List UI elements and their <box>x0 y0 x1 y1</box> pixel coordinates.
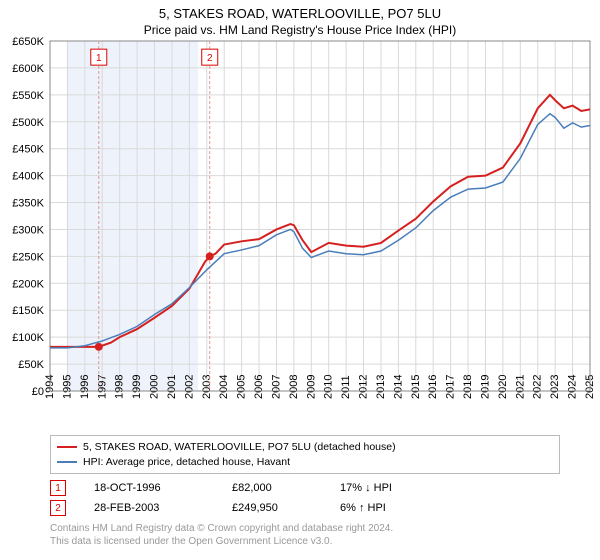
svg-text:2007: 2007 <box>270 375 282 399</box>
legend-item: HPI: Average price, detached house, Hava… <box>57 455 553 470</box>
svg-text:1999: 1999 <box>131 375 143 399</box>
svg-text:2015: 2015 <box>410 375 422 399</box>
svg-text:2: 2 <box>207 53 213 64</box>
marker-date: 28-FEB-2003 <box>94 502 204 514</box>
svg-text:£500K: £500K <box>12 117 44 129</box>
marker-date: 18-OCT-1996 <box>94 482 204 494</box>
marker-diff: 6% ↑ HPI <box>340 502 386 514</box>
svg-text:£400K: £400K <box>12 171 44 183</box>
svg-text:2018: 2018 <box>462 375 474 399</box>
svg-text:£150K: £150K <box>12 305 44 317</box>
chart-area: £0£50K£100K£150K£200K£250K£300K£350K£400… <box>50 41 590 429</box>
svg-text:£200K: £200K <box>12 278 44 290</box>
footer-line1: Contains HM Land Registry data © Crown c… <box>50 522 560 535</box>
marker-row: 1 18-OCT-1996 £82,000 17% ↓ HPI <box>50 478 560 498</box>
svg-text:2012: 2012 <box>358 375 370 399</box>
svg-text:2019: 2019 <box>479 375 491 399</box>
svg-text:2005: 2005 <box>236 375 248 399</box>
svg-text:2022: 2022 <box>532 375 544 399</box>
svg-text:£0: £0 <box>32 386 44 398</box>
svg-text:£450K: £450K <box>12 144 44 156</box>
marker-diff: 17% ↓ HPI <box>340 482 392 494</box>
svg-text:2001: 2001 <box>166 375 178 399</box>
svg-text:1996: 1996 <box>79 375 91 399</box>
legend-swatch <box>57 461 77 463</box>
legend-label: HPI: Average price, detached house, Hava… <box>83 455 290 470</box>
svg-text:£350K: £350K <box>12 198 44 210</box>
svg-text:1: 1 <box>96 53 102 64</box>
svg-text:2017: 2017 <box>445 375 457 399</box>
svg-text:2014: 2014 <box>392 375 404 399</box>
svg-text:£600K: £600K <box>12 63 44 75</box>
svg-text:2020: 2020 <box>497 375 509 399</box>
marker-badge: 1 <box>50 480 66 496</box>
svg-text:£50K: £50K <box>18 359 44 371</box>
svg-text:2000: 2000 <box>149 375 161 399</box>
svg-text:£250K: £250K <box>12 251 44 263</box>
marker-badge: 2 <box>50 500 66 516</box>
svg-text:2024: 2024 <box>567 375 579 399</box>
svg-text:2010: 2010 <box>323 375 335 399</box>
marker-price: £82,000 <box>232 482 312 494</box>
footer: Contains HM Land Registry data © Crown c… <box>50 522 560 548</box>
svg-text:2002: 2002 <box>183 375 195 399</box>
svg-text:2021: 2021 <box>514 375 526 399</box>
svg-text:2011: 2011 <box>340 375 352 399</box>
svg-text:£650K: £650K <box>12 36 44 48</box>
svg-text:2004: 2004 <box>218 375 230 399</box>
svg-text:2016: 2016 <box>427 375 439 399</box>
svg-text:2013: 2013 <box>375 375 387 399</box>
line-chart: £0£50K£100K£150K£200K£250K£300K£350K£400… <box>50 41 590 429</box>
svg-text:1995: 1995 <box>61 375 73 399</box>
chart-title: 5, STAKES ROAD, WATERLOOVILLE, PO7 5LU <box>0 0 600 21</box>
svg-text:1997: 1997 <box>96 375 108 399</box>
marker-price: £249,950 <box>232 502 312 514</box>
svg-text:2009: 2009 <box>305 375 317 399</box>
svg-text:2003: 2003 <box>201 375 213 399</box>
svg-text:2006: 2006 <box>253 375 265 399</box>
svg-text:£100K: £100K <box>12 332 44 344</box>
legend-item: 5, STAKES ROAD, WATERLOOVILLE, PO7 5LU (… <box>57 440 553 455</box>
footer-line2: This data is licensed under the Open Gov… <box>50 535 560 548</box>
svg-text:£550K: £550K <box>12 90 44 102</box>
legend-label: 5, STAKES ROAD, WATERLOOVILLE, PO7 5LU (… <box>83 440 396 455</box>
svg-text:2008: 2008 <box>288 375 300 399</box>
legend: 5, STAKES ROAD, WATERLOOVILLE, PO7 5LU (… <box>50 435 560 474</box>
svg-text:1998: 1998 <box>114 375 126 399</box>
chart-subtitle: Price paid vs. HM Land Registry's House … <box>0 21 600 41</box>
markers-table: 1 18-OCT-1996 £82,000 17% ↓ HPI 2 28-FEB-2003… <box>50 478 560 518</box>
marker-row: 2 28-FEB-2003 £249,950 6% ↑ HPI <box>50 498 560 518</box>
legend-swatch <box>57 446 77 448</box>
svg-text:£300K: £300K <box>12 224 44 236</box>
svg-text:2023: 2023 <box>549 375 561 399</box>
